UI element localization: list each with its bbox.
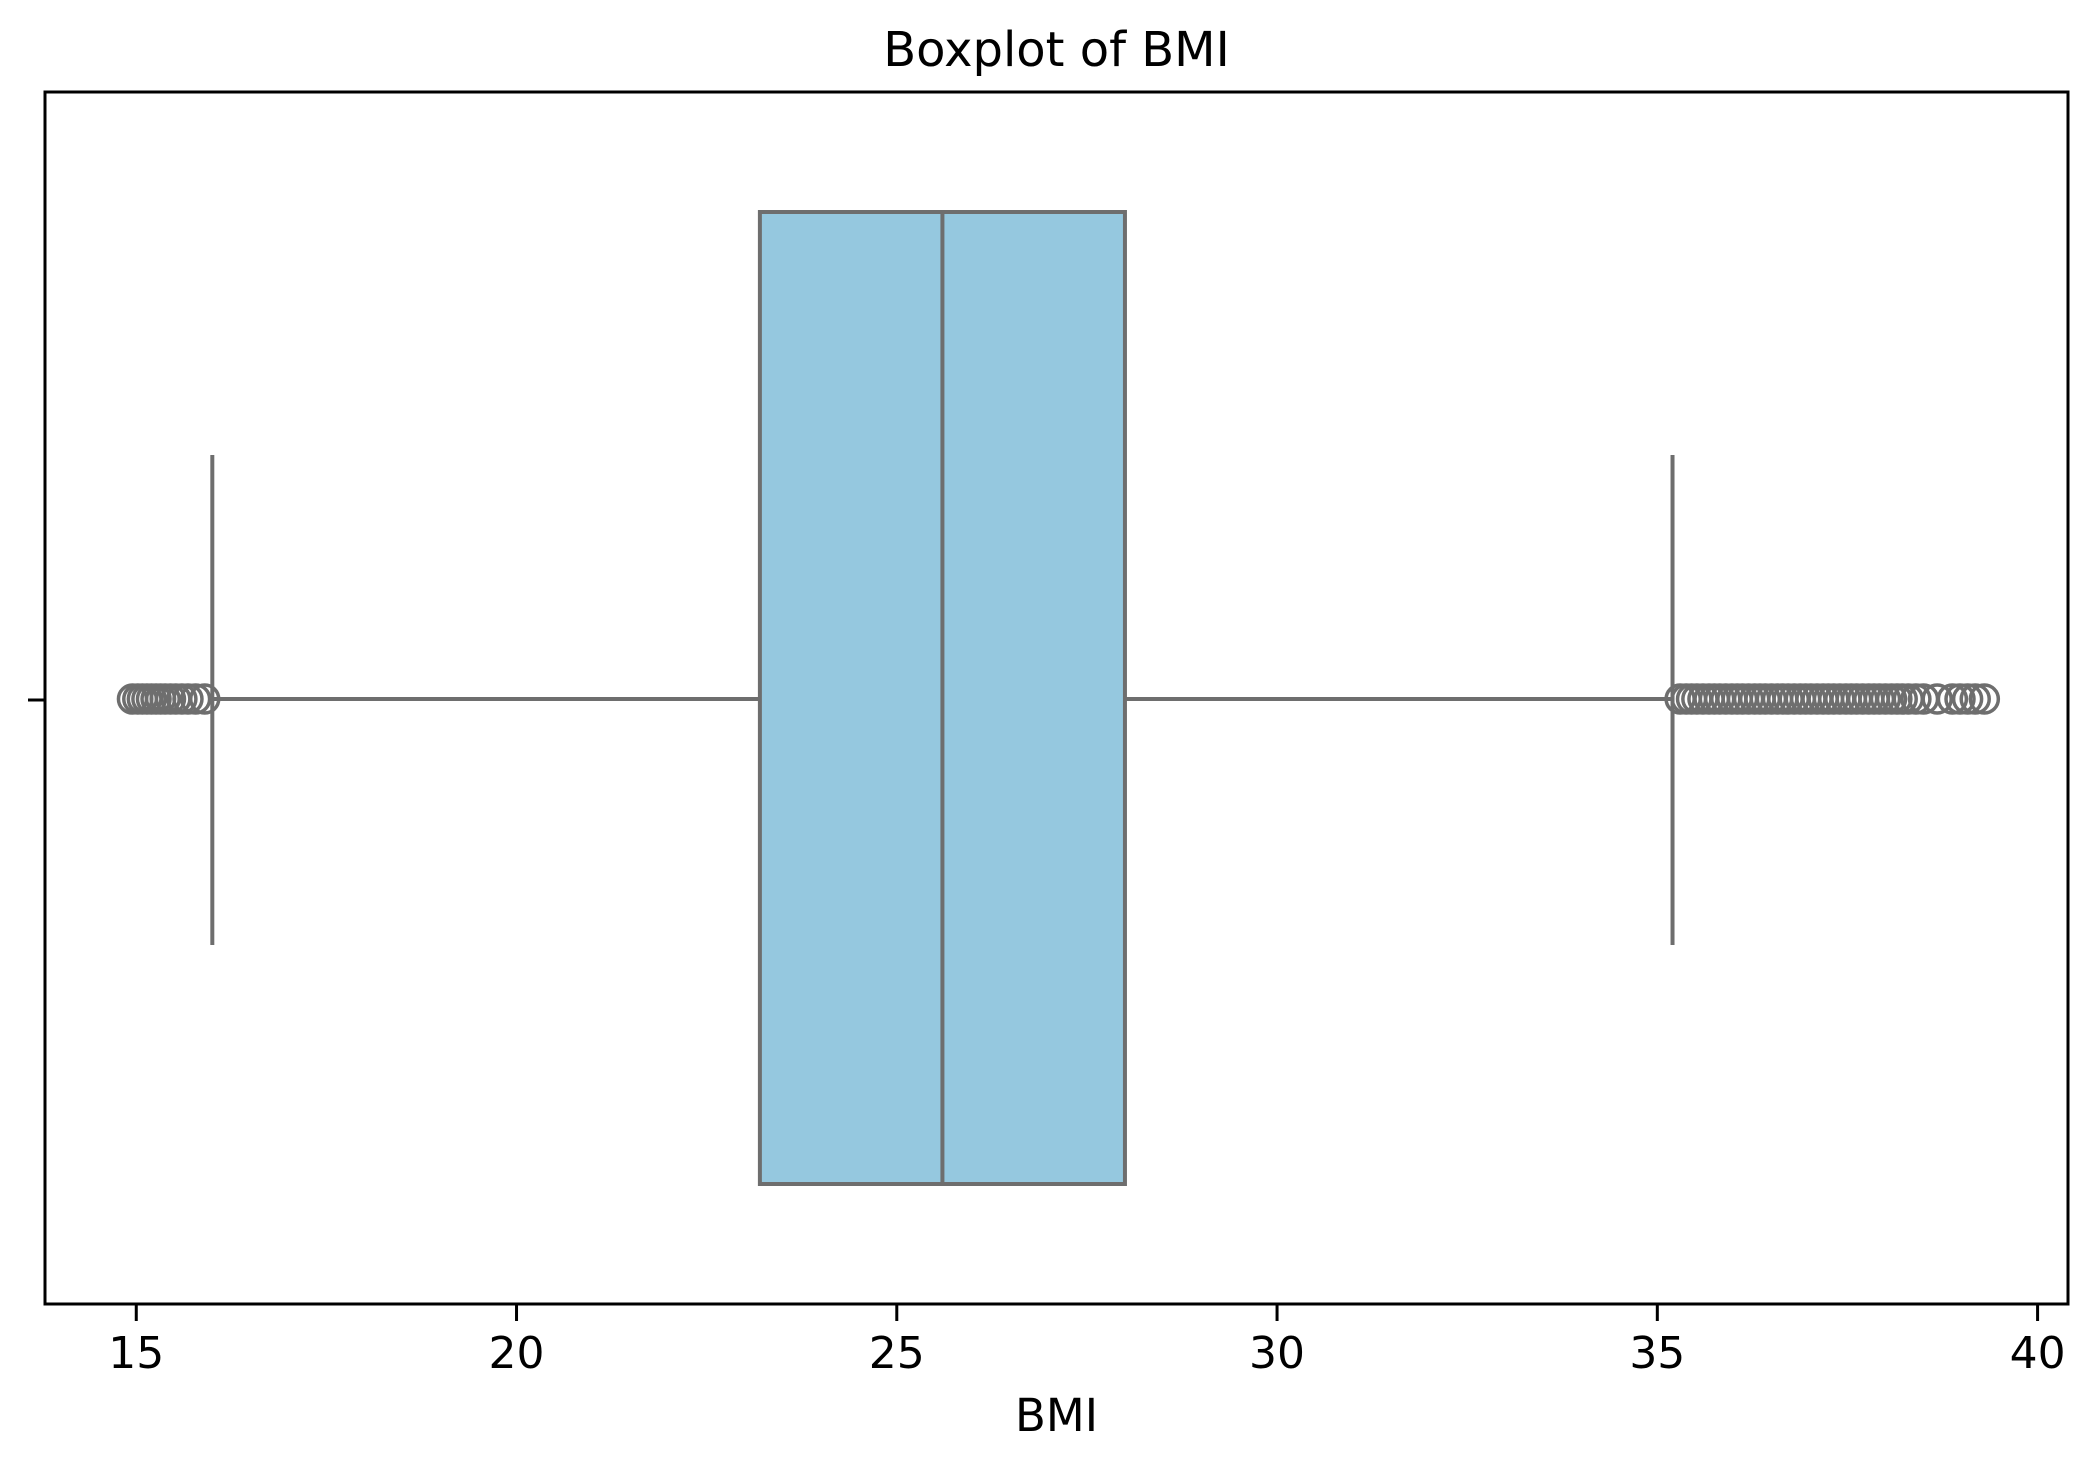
outlier-point: [179, 683, 212, 715]
x-tick-label: 40: [2010, 1328, 2066, 1379]
outlier-point: [1921, 683, 1953, 715]
x-tick-label: 35: [1629, 1328, 1685, 1379]
x-tick-label: 30: [1249, 1328, 1305, 1379]
outlier-point: [188, 683, 221, 715]
x-tick-label: 15: [108, 1328, 164, 1379]
x-tick-label: 25: [869, 1328, 925, 1379]
chart-title: Boxplot of BMI: [883, 22, 1230, 78]
x-axis-label: BMI: [1015, 1389, 1098, 1442]
x-tick-label: 20: [489, 1328, 545, 1379]
outlier-point: [1968, 683, 2001, 715]
outlier-point: [1959, 683, 1991, 715]
outlier-point: [172, 683, 204, 715]
outlier-point: [1944, 683, 1976, 715]
outlier-point: [1900, 683, 1932, 715]
outlier-point: [1936, 683, 1969, 715]
outlier-point: [1951, 683, 1984, 715]
plot-border: [43, 90, 2070, 1306]
